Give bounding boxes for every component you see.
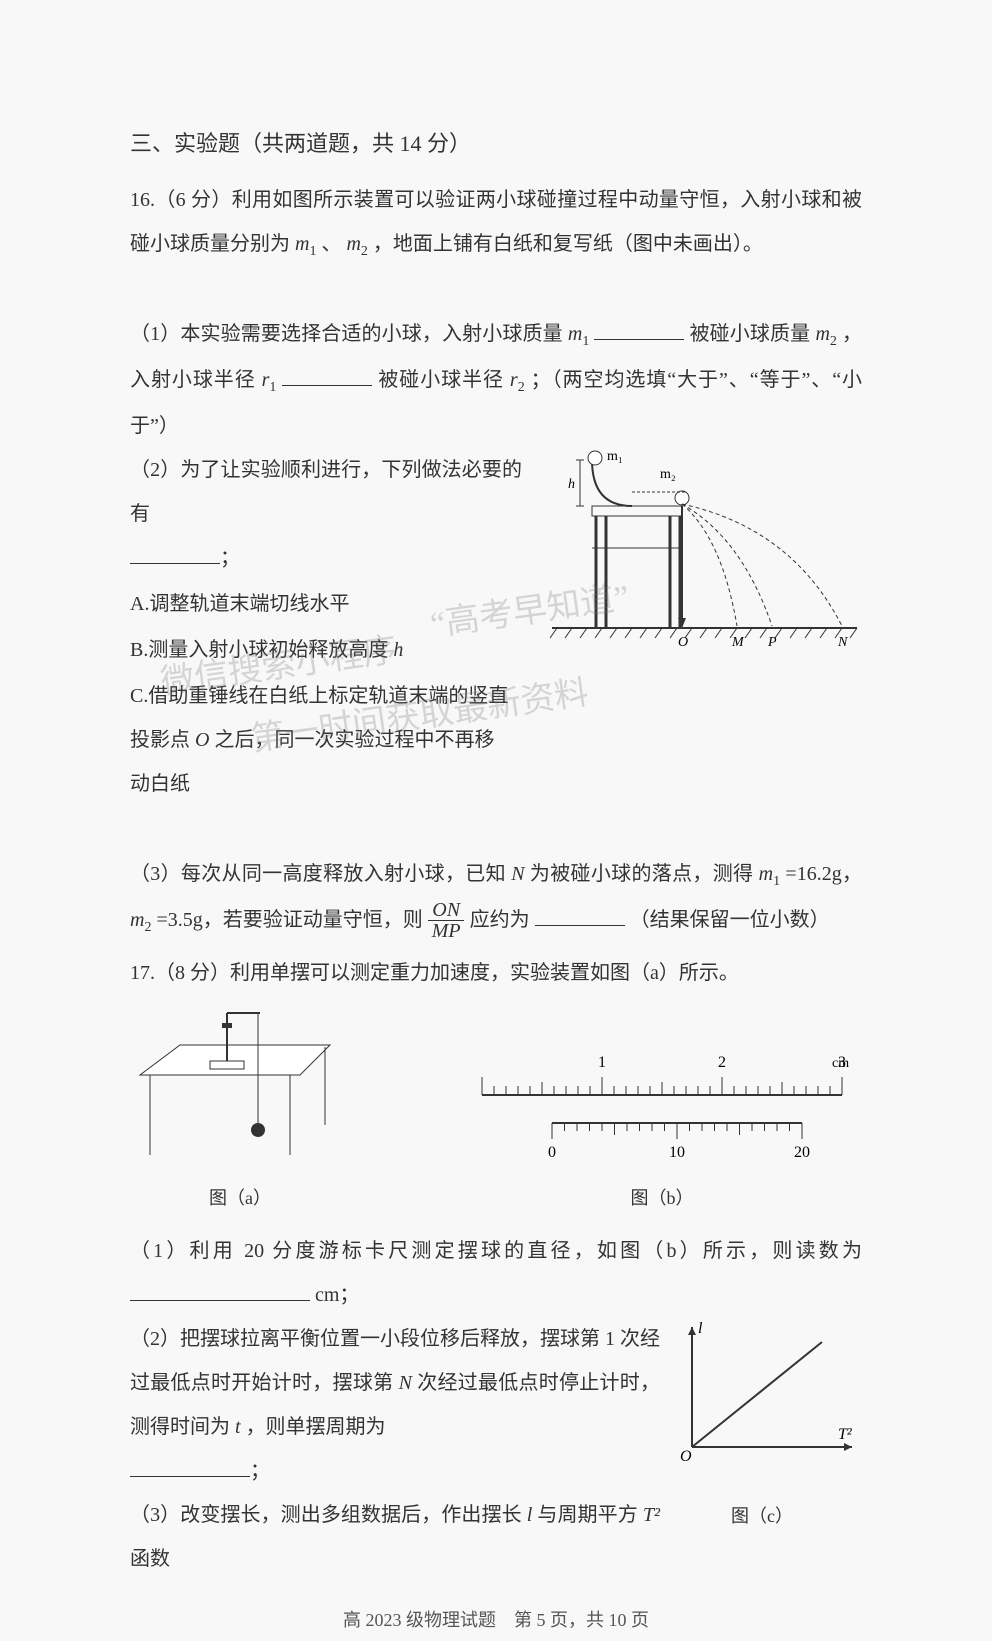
svg-text:0: 0 (548, 1144, 556, 1161)
blank-fill[interactable] (594, 318, 684, 340)
q16-sep: 、 (321, 233, 341, 255)
q16-tail: ，地面上铺有白纸和复写纸（图中未画出）。 (373, 233, 763, 255)
pt-O: O (678, 635, 688, 648)
q16-p1-a: （1）本实验需要选择合适的小球，入射小球质量 (130, 323, 568, 345)
semi: ； (220, 547, 240, 569)
q16-p1-r2-sub: 2 (518, 380, 525, 395)
q16-p3-d: （结果保留一位小数） (630, 909, 830, 931)
q16-p3-m2s: 2 (144, 920, 151, 935)
collision-diagram-svg: m₁ h m₂ (532, 448, 862, 648)
q17-p2-c: ，则单摆周期为 (246, 1416, 386, 1438)
O-label: O (680, 1448, 692, 1465)
pt-P: P (767, 635, 777, 648)
m1-label: m₁ (607, 449, 623, 464)
q16-p1: （1）本实验需要选择合适的小球，入射小球质量 m1 被碰小球质量 m2 ，入射小… (130, 312, 862, 448)
fig-c-caption: 图（c） (662, 1497, 862, 1537)
blank-fill[interactable] (535, 904, 625, 926)
pendulum-svg (130, 1005, 350, 1175)
q17-p3-c: 函数 (130, 1548, 170, 1570)
semi2: ； (250, 1460, 270, 1482)
q16-p1-r1-sub: 1 (269, 380, 276, 395)
fig-b: 123cm 01020 图（b） (462, 1045, 862, 1219)
q16-p1-b: 被碰小球质量 (690, 323, 816, 345)
fig-a-caption: 图（a） (209, 1179, 271, 1219)
q16-p3-m2: m (130, 909, 144, 931)
q17-p3-a: （3）改变摆长，测出多组数据后，作出摆长 (130, 1504, 527, 1526)
q17-p3-l: l (527, 1504, 533, 1526)
y-label: l (698, 1320, 703, 1337)
q16-p1-m1: m (568, 323, 582, 345)
q17-p1-unit: cm； (315, 1284, 359, 1306)
q17-p2-t: t (235, 1416, 241, 1438)
q16-diagram: m₁ h m₂ (532, 448, 862, 664)
q17-p3: （3）改变摆长，测出多组数据后，作出摆长 l 与周期平方 T² 函数 (130, 1493, 660, 1581)
q16-p3-c: 应约为 (470, 909, 530, 931)
fig-c: l T² O 图（c） (662, 1317, 862, 1537)
svg-text:20: 20 (794, 1144, 810, 1161)
blank-fill[interactable] (130, 1279, 310, 1301)
opt-C-O: O (195, 729, 209, 751)
svg-text:10: 10 (669, 1144, 685, 1161)
blank-fill[interactable] (130, 542, 220, 564)
q16-stem: 16.（6 分）利用如图所示装置可以验证两小球碰撞过程中动量守恒，入射小球和被碰… (130, 178, 862, 268)
pt-N: N (837, 635, 848, 648)
q17-p3-b: 与周期平方 (537, 1504, 643, 1526)
q16-p1-r2: r (510, 369, 518, 391)
q17-p3-T2: T² (643, 1504, 660, 1526)
q16-p1-m1-sub: 1 (582, 334, 589, 349)
q16-m1: m (295, 233, 309, 255)
q16-p3-N: N (511, 863, 524, 885)
section-title: 三、实验题（共两道题，共 14 分） (130, 120, 862, 168)
page-footer: 高 2023 级物理试题 第 5 页，共 10 页 (130, 1601, 862, 1641)
q16: 16.（6 分）利用如图所示装置可以验证两小球碰撞过程中动量守恒，入射小球和被碰… (130, 178, 862, 943)
q16-p1-m2: m (815, 323, 829, 345)
opt-B-a: B.测量入射小球初始释放高度 (130, 639, 393, 661)
svg-text:1: 1 (598, 1054, 606, 1071)
frac-num: ON (428, 900, 464, 921)
q17-p2-N: N (399, 1372, 412, 1394)
fraction: ON MP (428, 900, 465, 941)
frac-den: MP (428, 921, 465, 941)
q16-m2: m (346, 233, 360, 255)
q17-p2: （2）把摆球拉离平衡位置一小段位移后释放，摆球第 1 次经过最低点时开始计时，摆… (130, 1317, 660, 1449)
q17-figures: 图（a） 123cm 01020 图（b） (130, 1005, 862, 1219)
q17-p1-a: （1）利用 20 分度游标卡尺测定摆球的直径，如图（b）所示，则读数为 (130, 1240, 862, 1262)
q16-p2-text: （2）为了让实验顺利进行，下列做法必要的有 (130, 459, 522, 525)
q16-p3-m1: m (759, 863, 773, 885)
q16-p3-m1s: 1 (773, 874, 780, 889)
opt-B-h: h (393, 639, 403, 661)
q17-stem: 17.（8 分）利用单摆可以测定重力加速度，实验装置如图（a）所示。 (130, 951, 862, 995)
x-label: T² (838, 1426, 853, 1443)
blank-fill[interactable] (130, 1455, 250, 1477)
q16-p1-m2-sub: 2 (830, 334, 837, 349)
fig-b-caption: 图（b） (631, 1179, 694, 1219)
q17-p1: （1）利用 20 分度游标卡尺测定摆球的直径，如图（b）所示，则读数为 cm； (130, 1229, 862, 1317)
svg-text:2: 2 (718, 1054, 726, 1071)
q16-p3-b: 为被碰小球的落点，测得 (530, 863, 759, 885)
opt-C: C.借助重锤线在白纸上标定轨道末端的竖直投影点 O 之后，同一次实验过程中不再移… (130, 674, 510, 806)
lt2-graph-svg: l T² O (662, 1317, 862, 1477)
q16-p3: （3）每次从同一高度释放入射小球，已知 N 为被碰小球的落点，测得 m1 =16… (130, 852, 862, 944)
q16-p3-v2: =3.5g，若要验证动量守恒，则 (156, 909, 427, 931)
blank-fill[interactable] (282, 364, 372, 386)
q17: 17.（8 分）利用单摆可以测定重力加速度，实验装置如图（a）所示。 图（a） (130, 951, 862, 1581)
fig-a: 图（a） (130, 1005, 350, 1219)
m2-label: m₂ (660, 467, 676, 482)
q16-p3-v1: =16.2g， (785, 863, 862, 885)
q16-p3-a: （3）每次从同一高度释放入射小球，已知 (130, 863, 511, 885)
h-label: h (568, 477, 575, 492)
svg-text:cm: cm (832, 1056, 849, 1071)
vernier-svg: 123cm 01020 (462, 1045, 862, 1175)
pt-M: M (731, 635, 745, 648)
q16-p1-d: 被碰小球半径 (378, 369, 510, 391)
q16-m1-sub: 1 (309, 244, 316, 259)
q16-m2-sub: 2 (361, 244, 368, 259)
